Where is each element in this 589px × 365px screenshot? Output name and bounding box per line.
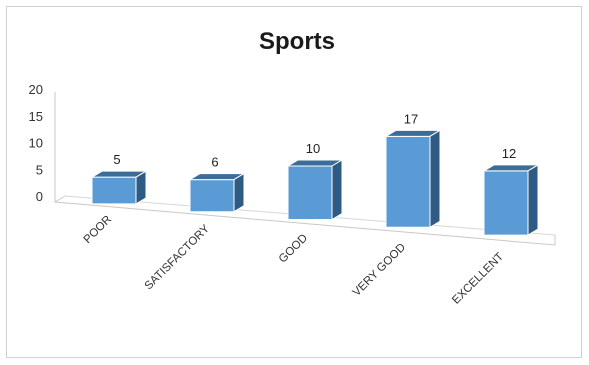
bars: 5 6 10 17 12 <box>90 111 540 236</box>
y-tick-label: 20 <box>29 82 43 97</box>
bar-group: 5 <box>90 152 148 205</box>
data-label: 10 <box>306 141 320 156</box>
y-tick-label: 0 <box>36 189 43 204</box>
y-tick-label: 5 <box>36 162 43 177</box>
y-axis-ticks: 0 5 10 15 20 <box>29 82 43 204</box>
bar <box>287 165 333 220</box>
bar <box>385 135 431 228</box>
floor-side-line <box>54 195 66 203</box>
y-tick-label: 15 <box>29 109 43 124</box>
axis-frame-line <box>54 92 556 246</box>
x-axis-categories: POOR SATISFACTORY GOOD VERY GOOD EXCELLENT <box>82 214 506 307</box>
bar-group: 17 <box>384 111 442 229</box>
x-category-label: POOR <box>82 214 114 246</box>
bar-side <box>135 170 147 205</box>
x-category-label: SATISFACTORY <box>143 223 213 293</box>
data-label: 17 <box>404 111 418 126</box>
bar <box>189 179 235 213</box>
y-tick-label: 10 <box>29 136 43 151</box>
bar-group: 10 <box>286 141 344 221</box>
data-label: 5 <box>113 152 120 167</box>
bar-group: 12 <box>482 146 540 236</box>
chart-title: Sports <box>259 28 335 55</box>
bar <box>91 176 137 205</box>
x-category-label: VERY GOOD <box>351 241 408 298</box>
bar-side <box>233 172 245 213</box>
chart-frame <box>6 6 582 358</box>
bar-side <box>429 129 441 229</box>
x-category-label: GOOD <box>277 232 310 265</box>
x-category-label: EXCELLENT <box>450 251 506 307</box>
bar <box>483 170 529 236</box>
bar-group: 6 <box>188 155 246 213</box>
data-label: 6 <box>211 155 218 170</box>
data-label: 12 <box>502 146 516 161</box>
bar-side <box>331 159 343 221</box>
bar-side <box>527 164 539 236</box>
